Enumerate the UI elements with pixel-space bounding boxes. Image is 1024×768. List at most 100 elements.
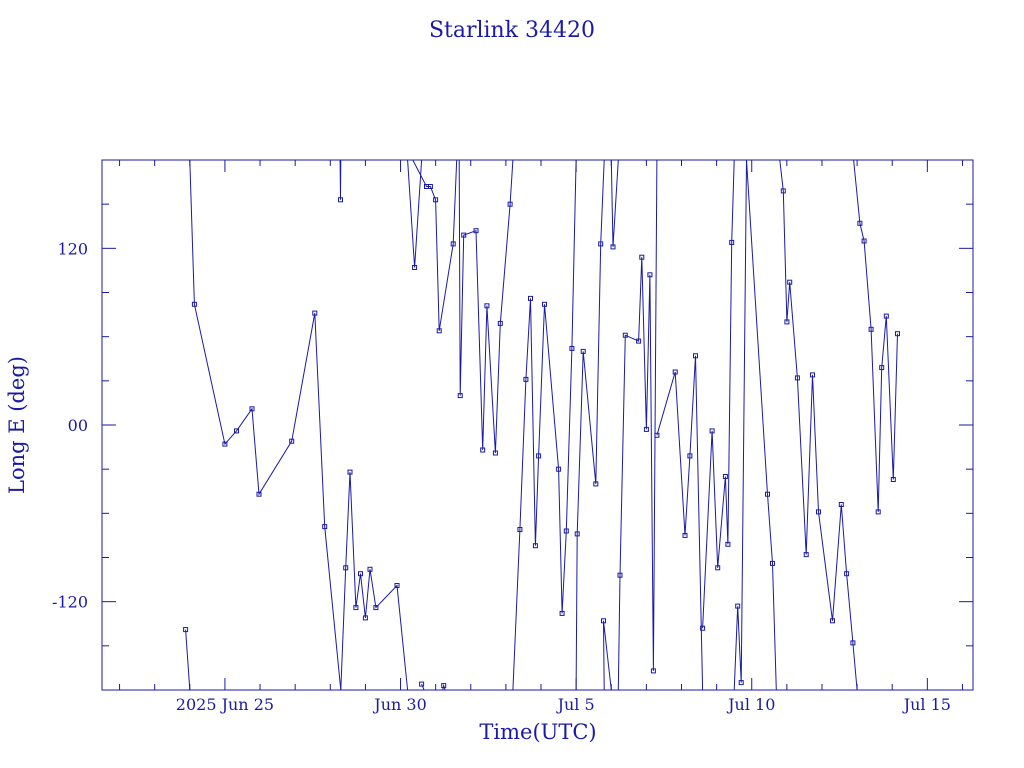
series-segment	[702, 160, 735, 629]
data-point	[373, 605, 379, 611]
data-point	[353, 605, 359, 611]
data-point	[765, 491, 770, 497]
data-point	[784, 319, 790, 325]
x-tick-label: Jul 15	[902, 695, 951, 714]
data-point	[601, 618, 606, 624]
data-point	[725, 541, 731, 547]
data-point	[441, 683, 447, 689]
data-point	[844, 571, 850, 577]
series-segment	[512, 160, 577, 690]
series-markers	[183, 184, 900, 689]
data-point	[574, 531, 580, 537]
data-point	[542, 301, 547, 307]
data-point	[622, 332, 628, 338]
data-point	[436, 328, 442, 334]
data-point	[738, 680, 744, 686]
data-point	[650, 668, 656, 674]
data-point	[473, 228, 479, 234]
data-point	[517, 527, 523, 532]
tick-labels: -120 00 120 2025 Jun 25 Jun 30 Jul 5 Jul 10 Jul…	[52, 239, 951, 714]
data-point	[484, 303, 490, 309]
series-segment	[412, 160, 458, 331]
data-point	[234, 428, 239, 434]
data-point	[427, 184, 433, 189]
data-point	[289, 438, 295, 444]
data-point	[647, 272, 653, 278]
data-point	[770, 560, 775, 566]
data-point	[794, 375, 800, 381]
data-point	[643, 426, 649, 432]
data-point	[419, 681, 425, 687]
x-tick-label: Jul 5	[556, 695, 595, 714]
data-point	[569, 345, 575, 351]
data-point	[682, 532, 688, 538]
data-point	[890, 477, 896, 482]
data-point	[700, 625, 706, 631]
data-point	[715, 565, 721, 571]
series-segment	[617, 160, 658, 690]
data-point	[222, 441, 228, 447]
data-point	[709, 428, 715, 434]
data-point	[362, 615, 368, 621]
data-point	[492, 450, 498, 456]
data-point	[412, 265, 418, 270]
data-point	[249, 406, 255, 412]
data-point	[672, 369, 678, 375]
data-point	[861, 238, 867, 244]
data-point	[450, 241, 456, 247]
series-line	[185, 160, 898, 690]
data-point	[497, 320, 503, 326]
data-point	[457, 393, 463, 399]
data-point	[610, 244, 616, 250]
data-point	[810, 372, 815, 378]
data-point	[461, 232, 467, 238]
data-point	[343, 565, 349, 571]
series-segment	[575, 160, 605, 690]
data-point	[593, 481, 599, 487]
y-tick-label: 00	[68, 416, 88, 435]
data-point	[563, 528, 569, 534]
series-segment	[656, 355, 704, 690]
data-point	[838, 502, 844, 507]
data-point	[868, 326, 874, 332]
data-point	[536, 453, 542, 459]
series-segment	[610, 160, 619, 247]
data-point	[735, 603, 741, 609]
series-segment	[603, 620, 612, 690]
y-tick-label: -120	[52, 593, 88, 612]
x-tick-label: 2025 Jun 25	[176, 695, 274, 714]
data-point	[780, 188, 786, 194]
data-point	[883, 313, 889, 319]
series-segment	[340, 472, 409, 690]
data-point	[722, 474, 728, 479]
data-point	[787, 279, 793, 285]
data-point	[636, 338, 642, 344]
data-point	[598, 241, 604, 247]
series-segment	[339, 160, 342, 200]
data-point	[850, 640, 856, 646]
data-point	[322, 524, 328, 530]
data-point	[895, 331, 900, 337]
data-point	[830, 618, 835, 624]
data-point	[183, 627, 189, 633]
data-point	[256, 491, 262, 497]
data-point	[556, 466, 562, 472]
data-point	[433, 197, 439, 203]
x-tick-label: Jun 30	[372, 695, 426, 714]
data-point	[347, 469, 353, 475]
data-point	[654, 432, 660, 438]
data-point	[559, 610, 565, 616]
data-point	[693, 353, 698, 359]
series-segment	[189, 160, 342, 690]
x-tick-label: Jul 10	[726, 695, 775, 714]
data-point	[367, 566, 373, 572]
data-point	[729, 239, 735, 245]
x-axis-label: Time(UTC)	[479, 720, 596, 744]
data-point	[639, 254, 645, 260]
series-segment	[733, 160, 777, 690]
data-point	[528, 295, 533, 301]
series-segment	[407, 160, 423, 268]
data-point	[687, 453, 693, 459]
data-point	[580, 348, 586, 354]
